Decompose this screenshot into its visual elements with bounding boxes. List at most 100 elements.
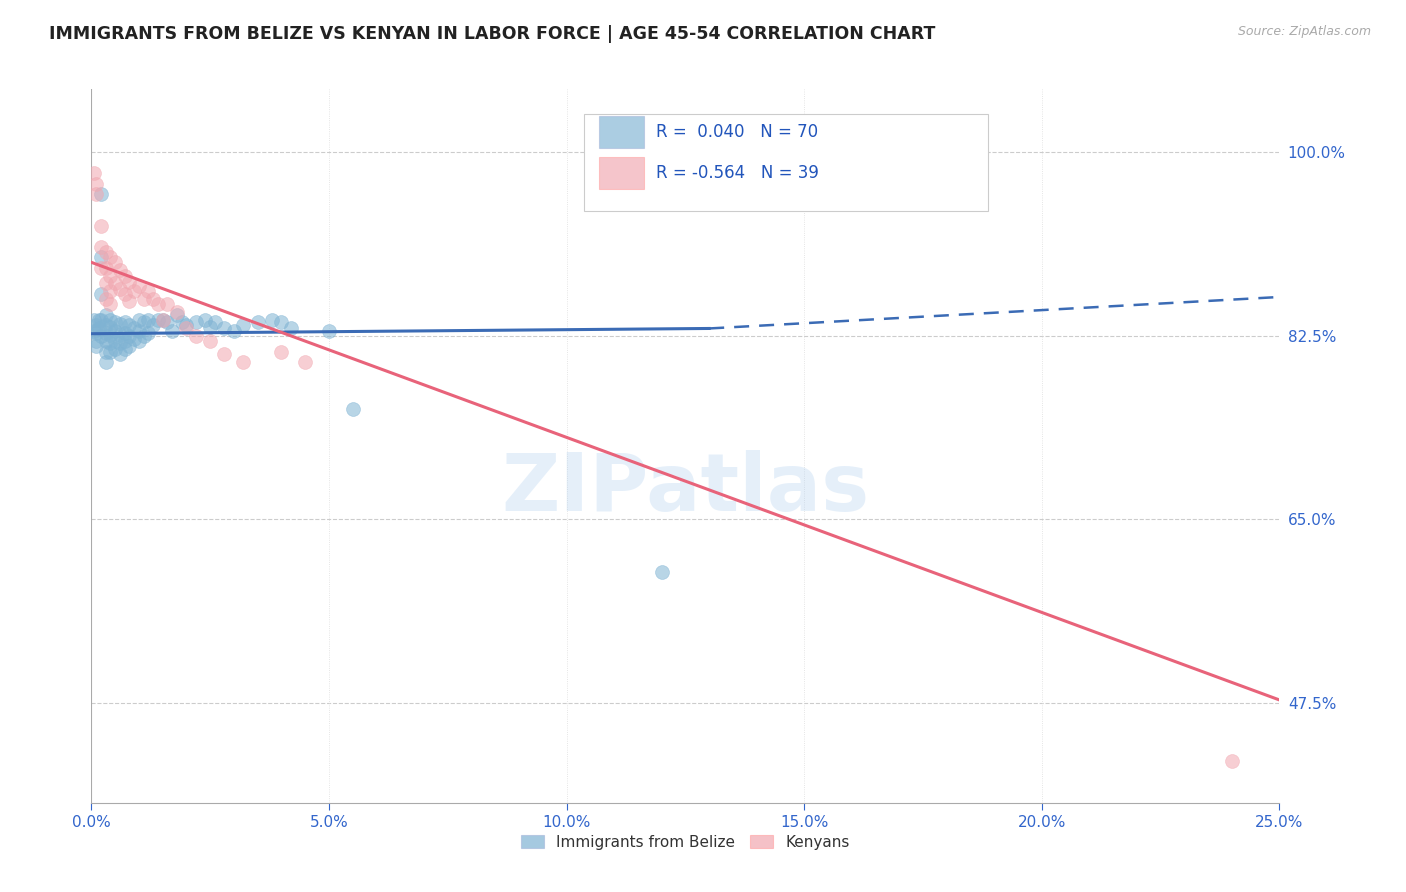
Point <box>142 292 165 306</box>
Point <box>100 250 122 264</box>
Point <box>114 315 136 329</box>
Point <box>104 277 127 291</box>
Point <box>90 328 112 343</box>
Point <box>166 304 188 318</box>
Point <box>94 344 117 359</box>
Point <box>94 355 117 369</box>
Point <box>84 318 107 333</box>
Point <box>84 339 107 353</box>
Point <box>90 219 112 233</box>
Point <box>260 313 283 327</box>
Point <box>156 297 179 311</box>
Point <box>118 318 141 333</box>
Point <box>100 344 122 359</box>
Point <box>214 321 236 335</box>
Point <box>280 321 302 335</box>
Point <box>84 187 107 202</box>
FancyBboxPatch shape <box>585 114 988 211</box>
Point <box>176 318 198 333</box>
Point <box>152 313 174 327</box>
Point <box>122 321 145 335</box>
Point <box>114 343 136 357</box>
Point <box>114 286 136 301</box>
Point <box>84 177 107 191</box>
Point <box>184 315 207 329</box>
Text: ZIPatlas: ZIPatlas <box>502 450 869 528</box>
Point <box>232 318 254 333</box>
Point <box>104 255 127 269</box>
Point <box>132 328 155 343</box>
Point <box>222 324 245 338</box>
Point <box>90 187 112 202</box>
Point <box>84 326 107 340</box>
Point <box>184 328 207 343</box>
Point <box>270 315 292 329</box>
Point <box>146 297 169 311</box>
Point <box>170 315 193 329</box>
Point <box>270 344 292 359</box>
Point <box>83 313 105 327</box>
Point <box>204 315 226 329</box>
Point <box>83 166 105 180</box>
Point <box>94 334 117 348</box>
Point <box>294 355 316 369</box>
Point <box>160 324 183 338</box>
Point <box>94 260 117 275</box>
Point <box>146 313 169 327</box>
Point <box>128 324 150 338</box>
Point <box>232 355 254 369</box>
Point <box>132 315 155 329</box>
Point <box>108 327 131 342</box>
Point <box>83 324 105 338</box>
Point <box>94 244 117 259</box>
Point <box>128 279 150 293</box>
Point <box>651 565 673 579</box>
Point <box>194 313 217 327</box>
Point <box>100 320 122 334</box>
Point <box>200 334 222 348</box>
Point <box>100 327 122 342</box>
Point <box>342 402 364 417</box>
Point <box>94 318 117 333</box>
Legend: Immigrants from Belize, Kenyans: Immigrants from Belize, Kenyans <box>515 829 856 855</box>
Point <box>100 313 122 327</box>
Point <box>118 275 141 289</box>
Point <box>128 334 150 348</box>
Point <box>214 346 236 360</box>
Point <box>152 313 174 327</box>
Point <box>118 294 141 309</box>
FancyBboxPatch shape <box>599 116 644 148</box>
Point <box>138 326 160 340</box>
Point <box>1220 754 1243 768</box>
Point <box>87 313 110 327</box>
Point <box>94 292 117 306</box>
Point <box>100 268 122 283</box>
Point <box>132 292 155 306</box>
Point <box>94 326 117 340</box>
Point <box>122 332 145 346</box>
Point <box>114 268 136 283</box>
Text: R =  0.040   N = 70: R = 0.040 N = 70 <box>655 123 818 141</box>
Point <box>176 321 198 335</box>
Point <box>142 318 165 333</box>
Point <box>90 313 112 327</box>
Point <box>122 284 145 298</box>
Point <box>108 346 131 360</box>
Point <box>100 297 122 311</box>
Point <box>156 315 179 329</box>
Point <box>114 334 136 348</box>
Point <box>114 326 136 340</box>
Point <box>108 336 131 351</box>
Point <box>104 334 127 348</box>
Point <box>87 321 110 335</box>
Point <box>108 262 131 277</box>
Point <box>246 315 269 329</box>
Point <box>138 284 160 298</box>
Point <box>90 286 112 301</box>
Point <box>104 343 127 357</box>
Point <box>108 318 131 332</box>
Point <box>138 313 160 327</box>
Text: Source: ZipAtlas.com: Source: ZipAtlas.com <box>1237 25 1371 38</box>
FancyBboxPatch shape <box>599 157 644 189</box>
Point <box>100 284 122 298</box>
